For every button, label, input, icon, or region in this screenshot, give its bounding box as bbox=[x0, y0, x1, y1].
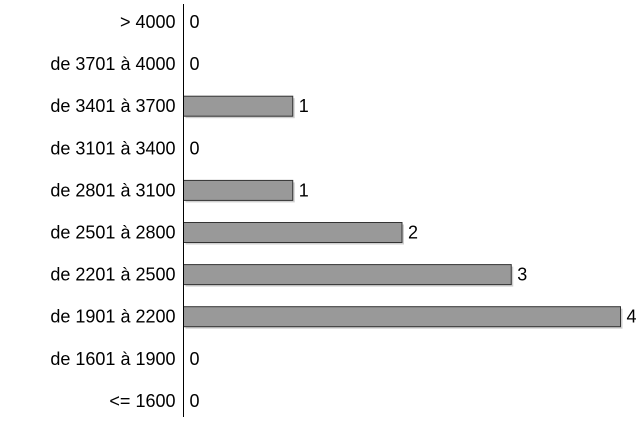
category-label: de 2801 à 3100 bbox=[50, 180, 175, 200]
category-label: de 3701 à 4000 bbox=[50, 54, 175, 74]
category-label: > 4000 bbox=[120, 12, 176, 32]
value-label: 0 bbox=[190, 138, 200, 158]
category-label: <= 1600 bbox=[109, 391, 175, 411]
bar bbox=[183, 306, 621, 328]
category-label: de 2501 à 2800 bbox=[50, 223, 175, 243]
value-label: 1 bbox=[299, 180, 309, 200]
category-labels-layer: > 4000 de 3701 à 4000 de 3401 à 3700 de 310… bbox=[50, 12, 175, 411]
value-label: 2 bbox=[408, 223, 418, 243]
value-label: 1 bbox=[299, 96, 309, 116]
bar bbox=[183, 222, 403, 243]
category-label: de 3401 à 3700 bbox=[50, 96, 175, 116]
value-label: 0 bbox=[190, 391, 200, 411]
value-label: 0 bbox=[190, 54, 200, 74]
value-label: 3 bbox=[517, 265, 527, 285]
category-label: de 1901 à 2200 bbox=[50, 307, 175, 327]
category-label: de 2201 à 2500 bbox=[50, 265, 175, 285]
bar bbox=[183, 179, 294, 201]
value-label: 4 bbox=[627, 307, 637, 327]
category-label: de 3101 à 3400 bbox=[50, 138, 175, 158]
value-label: 0 bbox=[190, 349, 200, 369]
value-label: 0 bbox=[190, 12, 200, 32]
bars-layer bbox=[183, 95, 623, 329]
bar bbox=[183, 264, 512, 286]
category-label: de 1601 à 1900 bbox=[50, 349, 175, 369]
bar bbox=[183, 95, 294, 117]
value-labels-layer: 0 0 1 0 1 2 3 4 0 0 bbox=[190, 12, 637, 411]
